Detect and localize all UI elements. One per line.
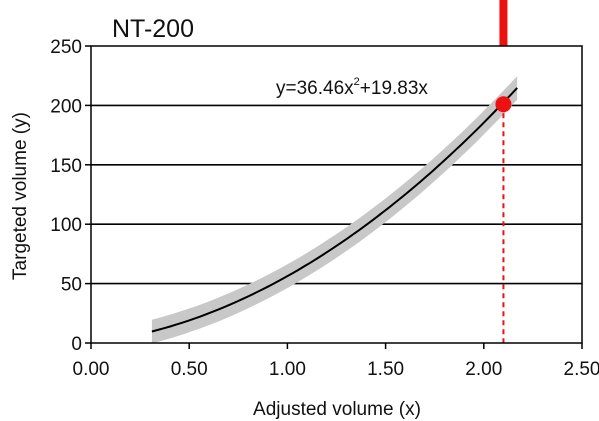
x-axis-label: Adjusted volume (x) (253, 399, 421, 420)
y-tick-label: 50 (61, 275, 82, 296)
x-tick-label: 0.00 (73, 359, 110, 380)
x-tick-label: 2.50 (564, 359, 599, 380)
fit-curve (152, 88, 517, 332)
equation-prefix: y=36.46x (276, 78, 354, 99)
x-tick-label: 1.50 (367, 359, 404, 380)
y-tick-label: 100 (50, 215, 82, 236)
highlight-marker (495, 0, 511, 343)
y-axis-ticks: 0 50 100 150 200 250 (50, 37, 91, 355)
y-tick-label: 250 (50, 37, 82, 58)
highlight-point (495, 96, 511, 112)
x-tick-label: 0.50 (171, 359, 208, 380)
equation-label: y=36.46x2+19.83x (276, 76, 428, 99)
y-axis-label: Targeted volume (y) (10, 112, 31, 280)
confidence-band (152, 76, 517, 343)
y-tick-label: 200 (50, 96, 82, 117)
y-tick-label: 150 (50, 156, 82, 177)
x-tick-label: 2.00 (465, 359, 502, 380)
y-tick-label: 0 (71, 334, 82, 355)
equation-suffix: +19.83x (360, 78, 429, 99)
fit-line (152, 88, 517, 332)
confidence-band-area (152, 76, 517, 343)
x-axis-ticks: 0.00 0.50 1.00 1.50 2.00 2.50 (73, 343, 599, 380)
x-tick-label: 1.00 (269, 359, 306, 380)
highlight-bar (499, 0, 507, 46)
chart-title: NT-200 (112, 15, 194, 43)
